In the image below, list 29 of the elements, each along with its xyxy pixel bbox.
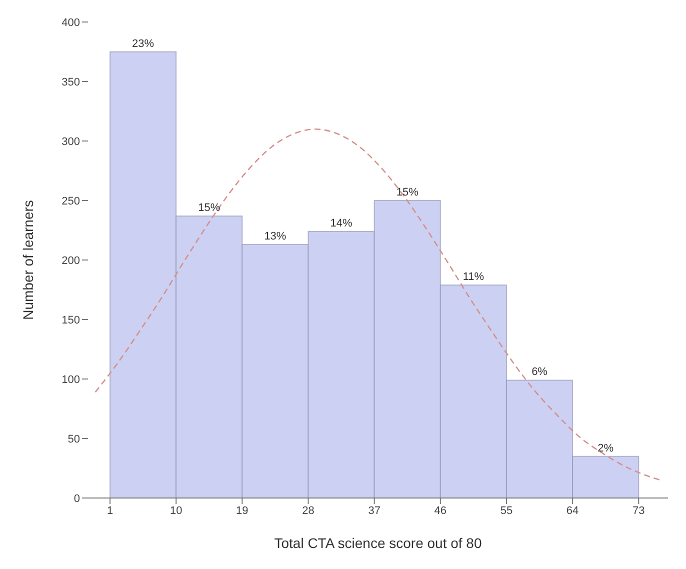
annotation: 2% — [598, 442, 614, 454]
y-tick-label: 350 — [62, 76, 80, 88]
annotation: 13% — [264, 230, 286, 243]
y-tick-label: 50 — [68, 433, 80, 446]
annotation: 6% — [532, 366, 548, 378]
x-tick-label: 37 — [368, 504, 380, 517]
x-tick-label: 64 — [566, 504, 579, 517]
x-axis-title: Total CTA science score out of 80 — [274, 534, 482, 551]
x-tick-label: 1 — [106, 504, 114, 517]
y-tick-label: 300 — [62, 136, 80, 148]
annotation: 11% — [462, 270, 484, 283]
line-series — [94, 128, 662, 481]
x-tick-label: 19 — [236, 504, 248, 517]
y-axis-title: Number of learners — [20, 200, 36, 320]
y-tick-label: 0 — [74, 492, 80, 505]
y-tick-label: 200 — [62, 254, 80, 267]
annotation: 15% — [198, 202, 220, 214]
y-tick-label: 400 — [62, 16, 80, 29]
annotation: 15% — [396, 186, 419, 198]
y-tick-label: 250 — [62, 195, 80, 208]
annotation: 23% — [132, 38, 154, 50]
y-tick-label: 150 — [62, 314, 80, 326]
y-tick-label: 100 — [62, 374, 80, 386]
x-tick-label: 28 — [302, 504, 314, 517]
annotation: 14% — [330, 217, 353, 230]
x-tick-label: 10 — [170, 504, 182, 517]
x-tick-label: 73 — [632, 504, 645, 517]
x-tick-label: 55 — [500, 504, 513, 517]
x-tick-label: 46 — [434, 504, 447, 517]
